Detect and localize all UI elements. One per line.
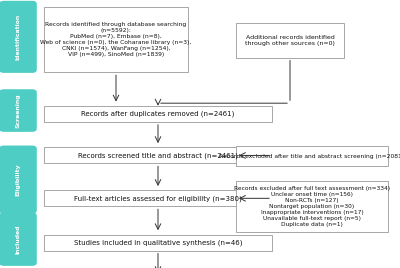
FancyBboxPatch shape <box>0 146 37 214</box>
Text: Identification: Identification <box>16 14 20 60</box>
Text: Records after duplicates removed (n=2461): Records after duplicates removed (n=2461… <box>81 111 235 117</box>
FancyBboxPatch shape <box>0 1 37 73</box>
Text: Additional records identified
through other sources (n=0): Additional records identified through ot… <box>245 35 335 46</box>
FancyBboxPatch shape <box>44 7 188 72</box>
FancyBboxPatch shape <box>236 23 344 58</box>
Text: Eligibility: Eligibility <box>16 163 20 196</box>
FancyBboxPatch shape <box>0 89 37 132</box>
Text: Included: Included <box>16 224 20 254</box>
Text: Full-text articles assessed for eligibility (n=380): Full-text articles assessed for eligibil… <box>74 195 242 202</box>
FancyBboxPatch shape <box>44 147 272 163</box>
Text: Studies included in qualitative synthesis (n=46): Studies included in qualitative synthesi… <box>74 239 242 246</box>
Text: Records excluded after title and abstract screening (n=2081): Records excluded after title and abstrac… <box>219 154 400 159</box>
Text: Records excluded after full text assessment (n=334)
Unclear onset time (n=156)
N: Records excluded after full text assessm… <box>234 186 390 227</box>
Text: Records identified through database searching
(n=5592):
PubMed (n=7), Embase (n=: Records identified through database sear… <box>40 22 192 57</box>
FancyBboxPatch shape <box>0 213 37 266</box>
FancyBboxPatch shape <box>44 190 272 206</box>
FancyBboxPatch shape <box>236 181 388 232</box>
Text: Screening: Screening <box>16 93 20 128</box>
Text: Records screened title and abstract (n=2461): Records screened title and abstract (n=2… <box>78 152 238 159</box>
FancyBboxPatch shape <box>44 234 272 251</box>
FancyBboxPatch shape <box>236 146 388 166</box>
FancyBboxPatch shape <box>44 106 272 122</box>
